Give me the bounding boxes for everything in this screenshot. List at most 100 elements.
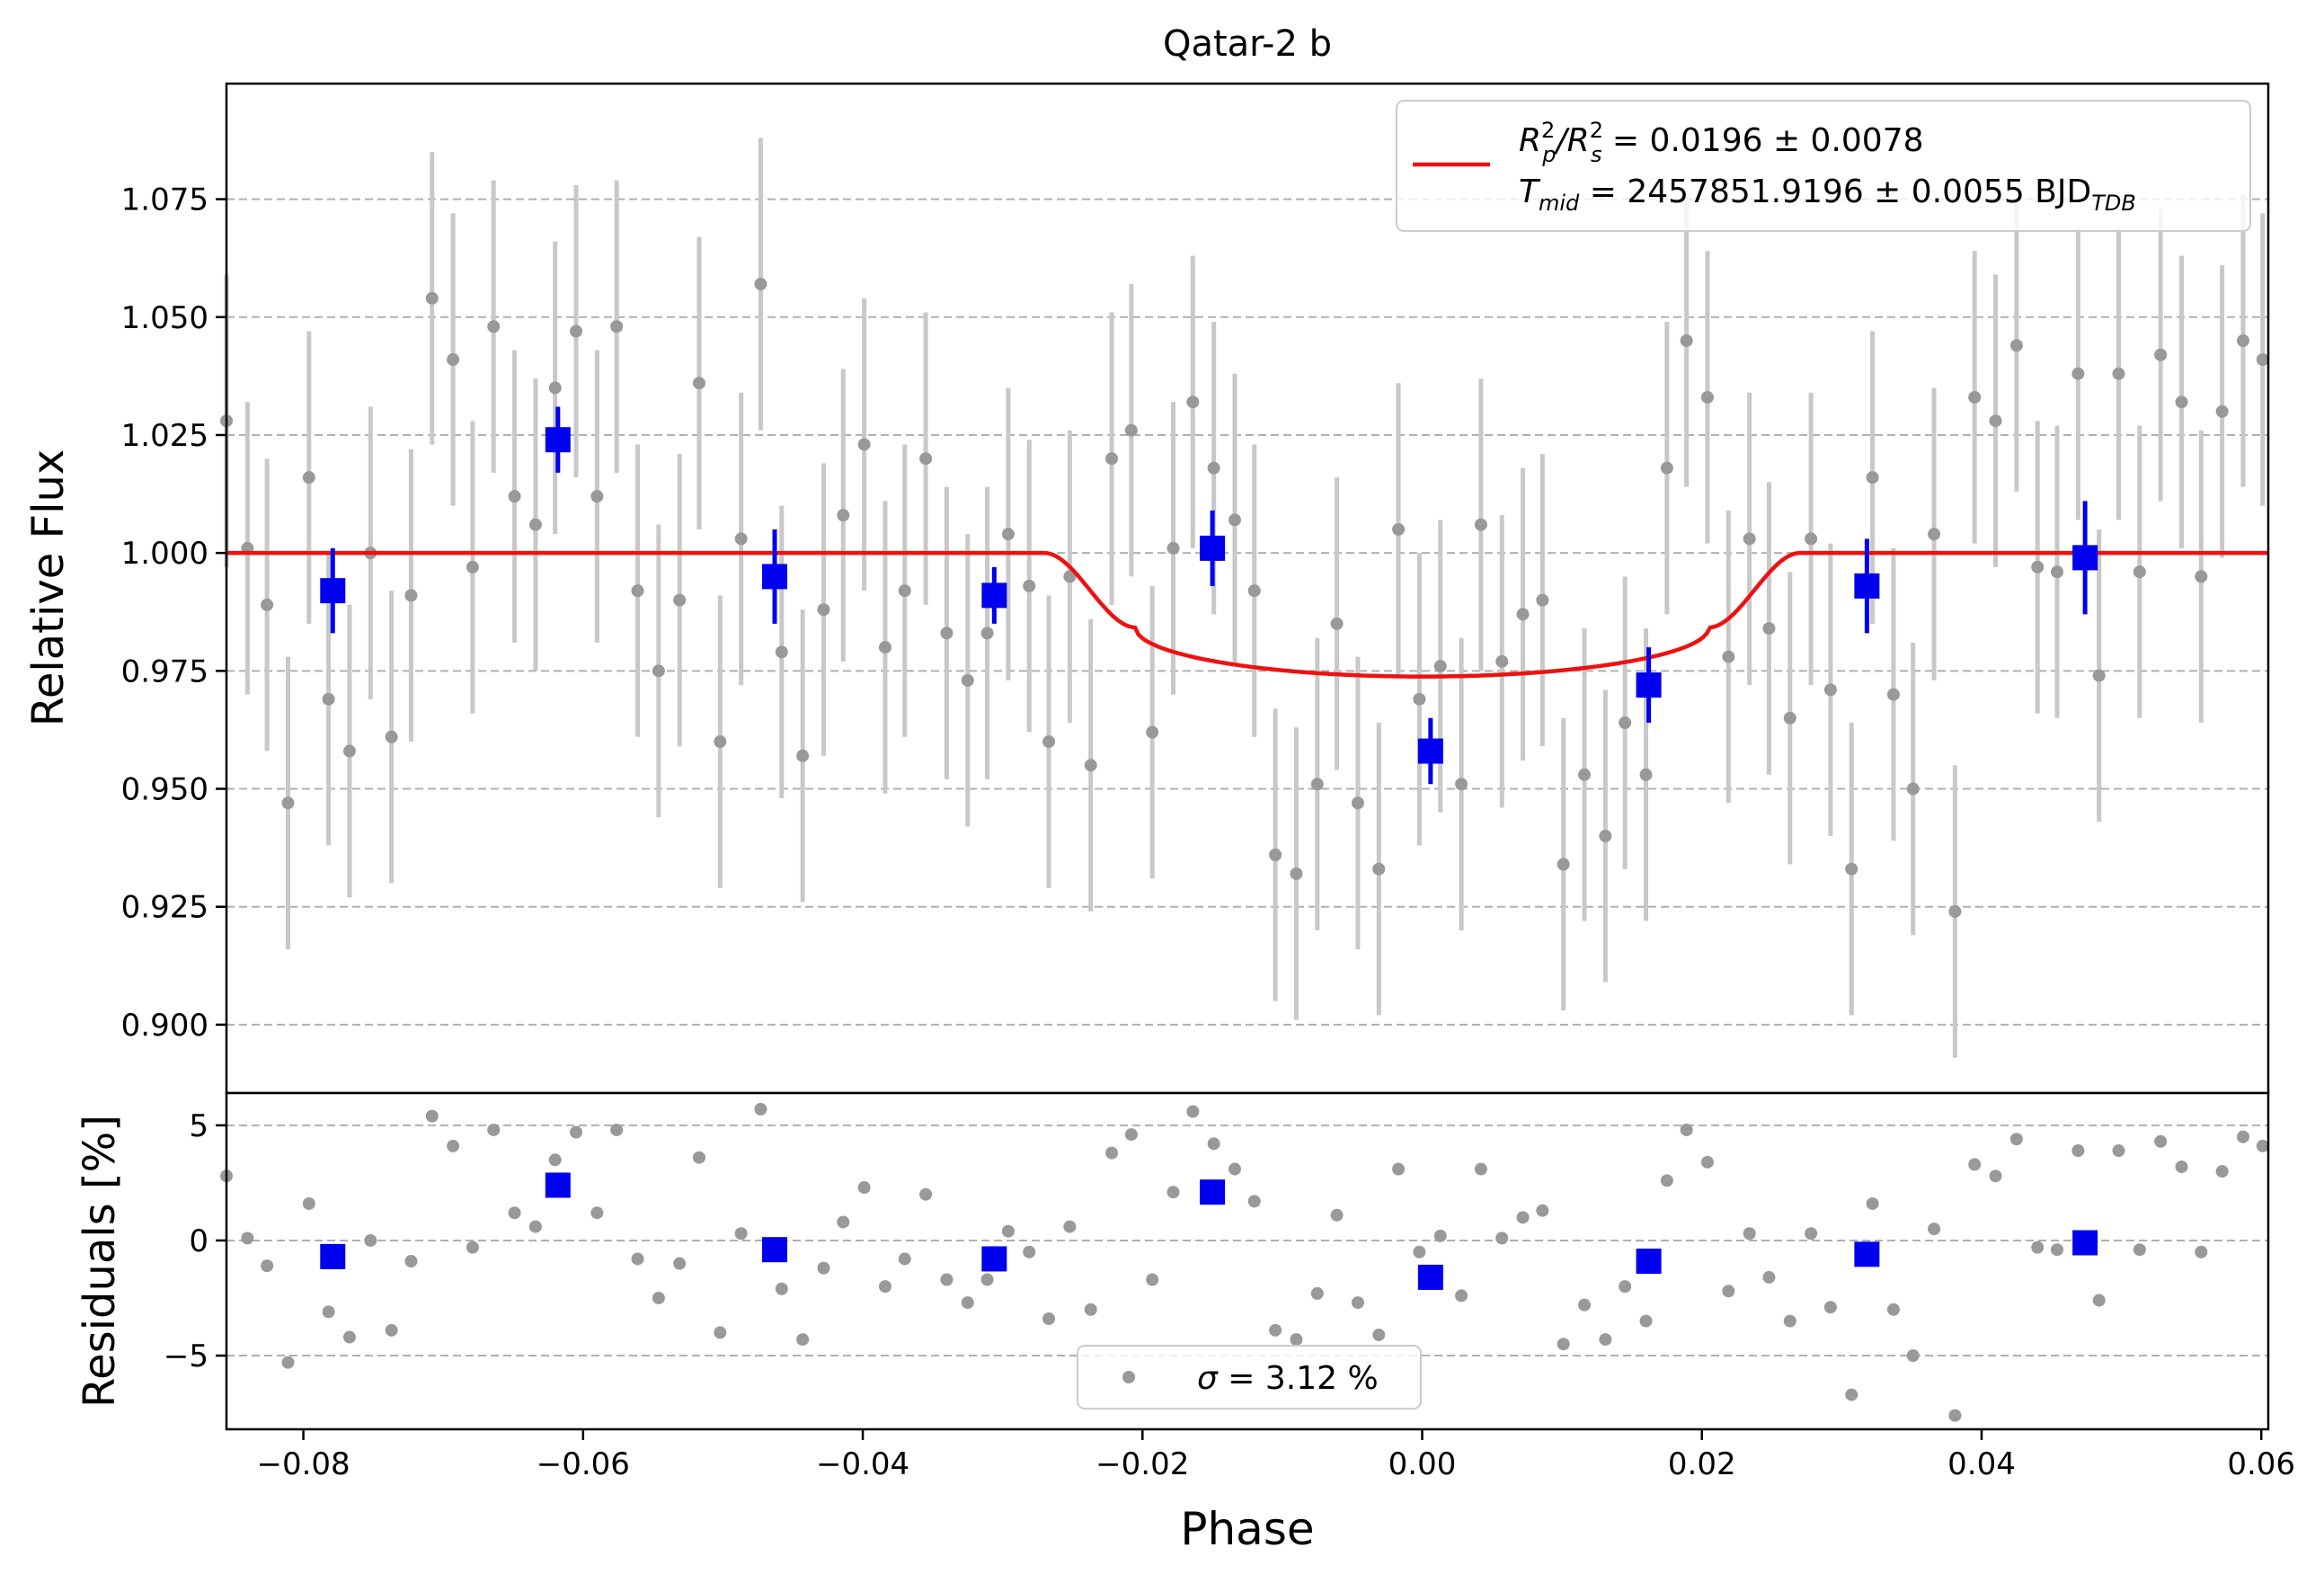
residual-point: [1722, 1285, 1735, 1298]
residual-point: [302, 1196, 315, 1210]
raw-point: [1845, 862, 1858, 876]
residual-point: [1639, 1314, 1653, 1328]
raw-point: [1001, 528, 1015, 541]
raw-point: [1247, 584, 1261, 598]
x-tick-label: −0.04: [816, 1446, 909, 1482]
raw-point: [1660, 461, 1673, 475]
residual-point: [1762, 1270, 1776, 1284]
residual-point: [2133, 1243, 2146, 1257]
light-curve-panel: 0.900 0.925 0.950 0.975 1.000 1.025 1.050 1.075…: [23, 82, 2270, 1095]
residual-point: [1186, 1105, 1200, 1118]
y-tick-label: −5: [164, 1338, 208, 1374]
model-legend-box: [1396, 100, 2251, 232]
x-tick-label: 0.02: [1668, 1446, 1736, 1482]
raw-point: [1722, 650, 1735, 663]
residual-point: [1660, 1174, 1673, 1187]
raw-point: [2236, 333, 2249, 347]
legend-radius-ratio: R2 p/R2 s = 0.0196 ± 0.0078: [1519, 118, 1924, 167]
raw-point: [1906, 782, 1920, 796]
residual-point: [1680, 1123, 1693, 1136]
raw-point: [385, 730, 398, 743]
residual-point: [466, 1241, 479, 1254]
binned-point: [320, 578, 346, 604]
sigma-legend: σ = 3.12 %: [1077, 1345, 1422, 1410]
y-tick-label: 1.025: [121, 418, 208, 454]
residual-point: [2071, 1144, 2085, 1158]
residual-point: [404, 1255, 418, 1267]
raw-point: [1968, 390, 1982, 404]
raw-point: [1124, 423, 1138, 437]
residual-point: [1805, 1227, 1818, 1241]
raw-point: [1989, 414, 2002, 428]
raw-point: [302, 471, 315, 485]
residual-point: [1310, 1286, 1324, 1300]
raw-point: [1599, 830, 1612, 843]
sigma-legend-marker: [1122, 1371, 1135, 1383]
binned-point: [545, 427, 571, 453]
residual-point: [692, 1151, 705, 1164]
residual-point: [775, 1282, 788, 1295]
raw-point: [1146, 725, 1159, 739]
raw-point: [817, 603, 830, 617]
residuals-frame: [225, 1091, 2270, 1431]
raw-point: [404, 589, 418, 602]
residual-point: [1455, 1289, 1468, 1303]
residual-point: [1578, 1298, 1592, 1312]
residual-point: [1474, 1162, 1487, 1176]
residual-point: [1866, 1196, 1879, 1210]
residual-point: [1989, 1169, 2002, 1183]
model-legend: R2 p/R2 s = 0.0196 ± 0.0078 Tmid = 2457851…: [1396, 100, 2251, 232]
residual-point: [1105, 1146, 1119, 1160]
raw-point: [590, 490, 604, 503]
residual-raw-points: [220, 1102, 2269, 1422]
raw-point: [281, 796, 295, 810]
y-tick-label: 0.975: [121, 654, 208, 689]
raw-point: [1269, 848, 1282, 861]
residual-point: [1084, 1303, 1097, 1316]
raw-point: [1557, 858, 1570, 871]
raw-point: [1084, 759, 1097, 772]
residual-point: [1247, 1195, 1261, 1208]
residual-binned-point: [1200, 1179, 1226, 1205]
raw-point: [1330, 617, 1344, 630]
binned-points: [320, 406, 2098, 785]
residual-point: [570, 1125, 583, 1139]
raw-point: [2092, 669, 2106, 682]
raw-point: [1823, 683, 1837, 697]
raw-point: [857, 438, 871, 451]
residual-point: [837, 1215, 850, 1229]
raw-point: [1495, 654, 1509, 668]
raw-point: [1928, 528, 1941, 541]
raw-point: [2031, 560, 2045, 574]
residual-point: [1928, 1223, 1941, 1236]
residual-point: [1413, 1245, 1426, 1258]
residual-point: [2154, 1134, 2168, 1148]
raw-point: [1680, 333, 1693, 347]
raw-point: [1433, 660, 1447, 673]
residual-point: [878, 1280, 891, 1294]
raw-point: [1455, 778, 1468, 791]
residual-point: [1290, 1333, 1303, 1347]
residual-point: [1700, 1155, 1714, 1169]
raw-point: [610, 320, 624, 333]
residual-point: [1433, 1229, 1447, 1242]
residual-point: [425, 1109, 439, 1123]
residual-point: [2051, 1243, 2064, 1257]
raw-point: [919, 452, 933, 466]
raw-point: [1474, 518, 1487, 531]
x-tick-label: 0.06: [2227, 1446, 2295, 1482]
raw-point: [1186, 396, 1200, 409]
raw-point: [1762, 622, 1776, 636]
raw-point: [1290, 867, 1303, 880]
residual-point: [261, 1259, 274, 1273]
raw-point: [673, 593, 687, 607]
raw-point: [837, 509, 850, 522]
raw-point: [261, 598, 274, 611]
raw-point: [898, 584, 911, 598]
residual-point: [734, 1227, 748, 1241]
raw-point: [980, 627, 994, 640]
residual-point: [1906, 1349, 1920, 1363]
residual-point: [385, 1323, 398, 1337]
transit-model-curve: [226, 550, 2268, 679]
residual-point: [1599, 1333, 1612, 1347]
